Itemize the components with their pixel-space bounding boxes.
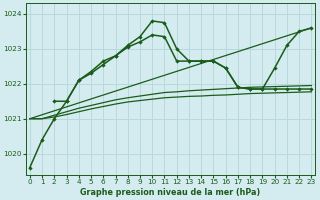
X-axis label: Graphe pression niveau de la mer (hPa): Graphe pression niveau de la mer (hPa) — [80, 188, 261, 197]
